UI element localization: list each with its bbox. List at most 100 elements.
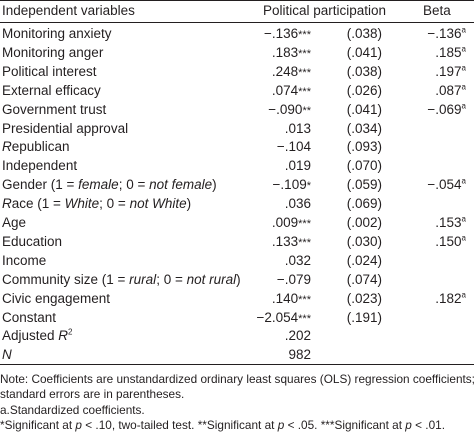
standard-error-value: (.074) <box>346 271 382 287</box>
standard-error-value: (.041) <box>346 101 382 117</box>
header-political-participation: Political participation <box>263 3 387 18</box>
variable-label: Government trust <box>2 101 107 117</box>
standard-error-value: (.070) <box>346 158 382 174</box>
coefficient-value: .133*** <box>271 233 311 249</box>
top-rule <box>0 0 474 1</box>
beta-superscript: a <box>461 25 466 35</box>
significance-marker: *** <box>298 312 311 325</box>
standard-error-value: (.038) <box>346 63 382 79</box>
table-row: Independent .019 (.070) <box>0 158 474 177</box>
coefficient-value: −.136*** <box>263 26 311 41</box>
beta-superscript: a <box>461 233 466 243</box>
table-row: N 982 <box>0 347 474 366</box>
note-line-coefficients: Note: Coefficients are unstandardized or… <box>0 372 474 386</box>
coefficient-value: −.090** <box>268 101 311 117</box>
standard-error-value: (.059) <box>346 177 382 193</box>
table-row: Adjusted R2 .202 <box>0 328 474 347</box>
table-row: External efficacy .074*** (.026) .087a <box>0 83 474 102</box>
beta-value: .185a <box>435 44 466 60</box>
beta-value: .087a <box>435 82 466 98</box>
standard-error-value: (.093) <box>346 139 382 155</box>
significance-marker: *** <box>298 66 311 79</box>
table-row: Constant −2.054*** (.191) <box>0 310 474 329</box>
beta-superscript: a <box>461 82 466 92</box>
note-line-significance: *Significant at p < .10, two-tailed test… <box>0 417 445 432</box>
standard-error-value: (.002) <box>346 215 382 230</box>
variable-label: Adjusted R2 <box>2 327 73 344</box>
variable-label: Education <box>2 233 63 249</box>
coefficient-value: −.079 <box>276 271 311 287</box>
significance-marker: *** <box>298 29 311 41</box>
variable-label: Monitoring anxiety <box>2 26 112 41</box>
significance-marker: *** <box>298 293 311 306</box>
table-row: Race (1 = White; 0 = not White) .036 (.069… <box>0 196 474 215</box>
variable-label: External efficacy <box>2 82 101 98</box>
variable-label: Civic engagement <box>2 290 111 306</box>
significance-marker: *** <box>298 236 311 249</box>
beta-superscript: a <box>461 44 466 54</box>
standard-error-value: (.041) <box>346 44 382 60</box>
variable-label: Republican <box>2 139 70 155</box>
table-row: Community size (1 = rural; 0 = not rural… <box>0 272 474 291</box>
beta-superscript: a <box>461 63 466 73</box>
standard-error-value: (.191) <box>346 309 382 325</box>
coefficient-value: −.104 <box>276 139 311 155</box>
table-row: Political interest .248*** (.038) .197a <box>0 64 474 83</box>
beta-superscript: a <box>461 101 466 111</box>
note-line-standard-errors: standard errors are in parentheses. <box>0 387 185 402</box>
coefficient-value: −.109* <box>272 177 311 193</box>
variable-label: Political interest <box>2 63 97 79</box>
significance-marker: ** <box>302 104 311 117</box>
coefficient-value: .183*** <box>271 44 311 60</box>
variable-label: Community size (1 = rural; 0 = not rural… <box>2 271 241 287</box>
table-row: Presidential approval .013 (.034) <box>0 121 474 140</box>
variable-label: N <box>2 347 12 363</box>
table-row: Education .133*** (.030) .150a <box>0 234 474 253</box>
coefficient-value: .074*** <box>271 82 311 98</box>
table-row: Government trust −.090** (.041) −.069a <box>0 102 474 121</box>
bottom-rule <box>0 364 474 365</box>
coefficient-value: .140*** <box>271 290 311 306</box>
table-row: Monitoring anxiety −.136*** (.038) −.136a <box>0 26 474 45</box>
variable-label: Presidential approval <box>2 120 129 136</box>
variable-superscript: 2 <box>68 327 73 337</box>
beta-value: −.069a <box>427 101 466 117</box>
variable-label: Age <box>2 215 27 230</box>
table-row: Republican −.104 (.093) <box>0 139 474 158</box>
coefficient-value: .032 <box>284 252 311 268</box>
header-rule <box>0 22 474 23</box>
variable-label: Constant <box>2 309 57 325</box>
significance-marker: * <box>306 180 311 193</box>
coefficient-value: .019 <box>284 158 311 174</box>
coefficient-value: .013 <box>284 120 311 136</box>
standard-error-value: (.069) <box>346 196 382 212</box>
coefficient-value: 982 <box>288 347 311 363</box>
variable-label: Independent <box>2 158 78 174</box>
significance-marker: *** <box>298 218 311 230</box>
beta-value: .197a <box>435 63 466 79</box>
significance-marker: *** <box>298 47 311 60</box>
beta-superscript: a <box>461 214 466 224</box>
beta-superscript: a <box>461 176 466 186</box>
standard-error-value: (.026) <box>346 82 382 98</box>
beta-superscript: a <box>461 290 466 300</box>
standard-error-value: (.023) <box>346 290 382 306</box>
standard-error-value: (.038) <box>346 26 382 41</box>
significance-marker: *** <box>298 85 311 98</box>
coefficient-value: .202 <box>284 328 311 344</box>
header-beta: Beta <box>423 3 451 18</box>
coefficient-value: .248*** <box>271 63 311 79</box>
beta-value: −.054a <box>427 176 466 193</box>
beta-value: .182a <box>435 290 466 306</box>
table-row: Gender (1 = female; 0 = not female) −.109… <box>0 177 474 196</box>
table-row: Age .009*** (.002) .153a <box>0 215 474 234</box>
note-line-standardized: a.Standardized coefficients. <box>0 402 145 417</box>
coefficient-value: .009*** <box>271 215 311 230</box>
beta-value: −.136a <box>427 25 466 41</box>
beta-value: .153a <box>435 214 466 230</box>
header-independent-variables: Independent variables <box>2 3 135 18</box>
variable-label: Income <box>2 252 47 268</box>
table-row: Monitoring anger .183*** (.041) .185a <box>0 45 474 64</box>
standard-error-value: (.024) <box>346 252 382 268</box>
beta-value: .150a <box>435 233 466 249</box>
